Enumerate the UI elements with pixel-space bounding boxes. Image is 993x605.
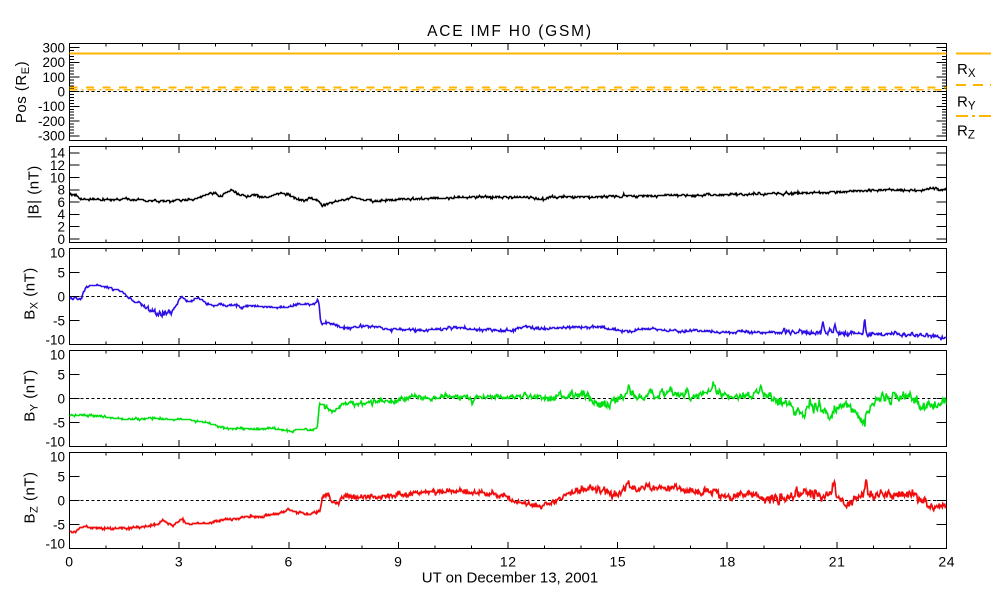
svg-text:-10: -10: [45, 333, 65, 348]
svg-text:-200: -200: [38, 114, 65, 129]
svg-text:BZ (nT): BZ (nT): [22, 472, 41, 524]
svg-text:10: 10: [50, 170, 65, 185]
svg-text:9: 9: [394, 554, 402, 570]
svg-text:100: 100: [42, 70, 65, 85]
svg-text:2: 2: [57, 219, 65, 234]
svg-text:5: 5: [57, 367, 65, 382]
svg-text:6: 6: [285, 554, 293, 570]
svg-text:-100: -100: [38, 99, 65, 114]
svg-text:4: 4: [57, 207, 65, 222]
svg-text:18: 18: [719, 554, 736, 570]
svg-text:5: 5: [57, 265, 65, 280]
svg-text:Pos (RE): Pos (RE): [13, 61, 32, 123]
svg-text:5: 5: [57, 469, 65, 484]
svg-text:6: 6: [57, 195, 65, 210]
svg-text:-5: -5: [53, 415, 65, 430]
svg-text:BY (nT): BY (nT): [22, 369, 41, 422]
svg-text:300: 300: [42, 40, 65, 55]
svg-text:10: 10: [50, 347, 65, 362]
svg-text:21: 21: [829, 554, 846, 570]
svg-text:BX (nT): BX (nT): [22, 267, 41, 320]
svg-text:0: 0: [57, 391, 65, 406]
svg-text:10: 10: [50, 449, 65, 464]
svg-text:-10: -10: [45, 537, 65, 552]
svg-text:|B| (nT): |B| (nT): [26, 165, 43, 218]
svg-text:8: 8: [57, 183, 65, 198]
svg-text:ACE IMF H0 (GSM): ACE IMF H0 (GSM): [427, 23, 593, 40]
svg-text:14: 14: [50, 146, 66, 161]
svg-text:0: 0: [57, 289, 65, 304]
svg-text:24: 24: [938, 554, 955, 570]
svg-text:UT on December 13, 2001: UT on December 13, 2001: [422, 570, 599, 587]
svg-text:0: 0: [57, 84, 65, 99]
svg-text:-5: -5: [53, 313, 65, 328]
svg-text:200: 200: [42, 55, 65, 70]
svg-text:0: 0: [57, 493, 65, 508]
svg-text:10: 10: [50, 245, 65, 260]
svg-text:0: 0: [65, 554, 73, 570]
svg-text:12: 12: [500, 554, 517, 570]
svg-text:0: 0: [57, 232, 65, 247]
svg-text:-10: -10: [45, 435, 65, 450]
svg-text:-5: -5: [53, 517, 65, 532]
svg-text:15: 15: [610, 554, 627, 570]
svg-text:-300: -300: [38, 129, 65, 144]
svg-text:3: 3: [175, 554, 183, 570]
svg-text:12: 12: [50, 158, 65, 173]
